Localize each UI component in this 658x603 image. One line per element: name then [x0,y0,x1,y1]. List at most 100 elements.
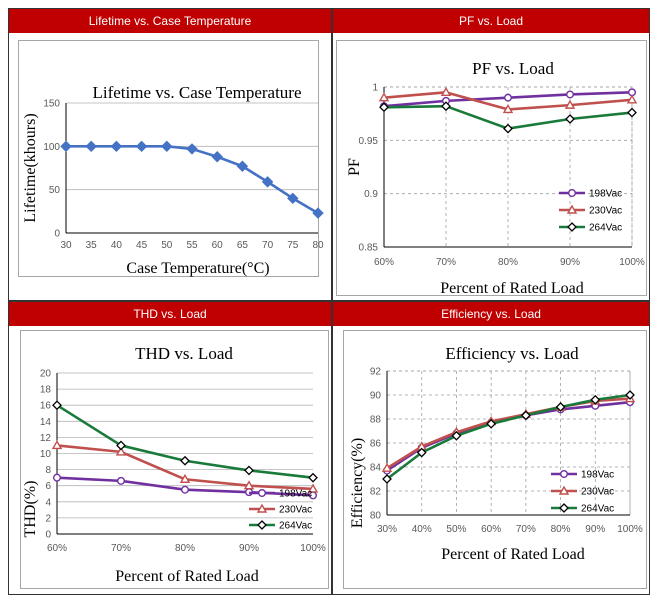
x-tick-label: 75 [287,240,299,251]
data-point [590,394,601,405]
y-tick-label: 90 [370,391,382,402]
header-eff: Efficiency vs. Load [333,302,649,326]
data-point [261,176,274,188]
x-tick-label: 70% [111,543,131,554]
y-tick-label: 0.9 [364,189,378,200]
legend-label: 198Vac [279,489,312,500]
data-point [287,192,299,205]
y-tick-label: 86 [370,439,382,450]
y-tick-label: 0 [45,530,51,541]
data-point [502,103,514,114]
y-tick-label: 6 [45,481,51,492]
data-point [85,140,97,153]
y-tick-label: 12 [40,433,52,444]
legend-marker [567,222,577,232]
data-point [627,107,637,118]
y-tick-label: 0.85 [359,243,379,254]
header-pf: PF vs. Load [333,9,649,33]
data-point [441,101,451,112]
chart-panel-lifetime: Lifetime vs. Case Temperature 0 50 100 150 30… [18,40,324,277]
data-point [135,140,148,153]
legend-marker [257,520,267,530]
y-tick-label: 10 [40,449,52,460]
data-point [626,94,638,104]
header-thd: THD vs. Load [9,302,331,326]
x-tick-label: 30% [377,524,397,535]
data-point [51,440,63,450]
y-tick-label: 50 [49,185,61,196]
y-tick-label: 4 [45,497,51,508]
x-tick-label: 90% [560,257,580,268]
chart-thd: THD vs. Load 0 2 4 6 8 10 12 14 16 18 20 60% 70% 80% 90… [22,344,326,585]
x-tick-label: 100% [300,543,326,554]
x-tick-label: 40 [111,240,123,251]
y-tick-label: 84 [370,463,382,474]
data-point [307,483,319,493]
legend-label: 264Vac [589,223,622,234]
data-point [440,86,452,97]
data-point [236,160,249,172]
data-point [565,90,574,99]
y-tick-label: 150 [43,99,60,110]
legend-label: 230Vac [581,487,614,498]
data-point [379,102,389,113]
y-axis-label: Efficiency(%) [349,438,366,528]
y-tick-label: 14 [40,417,52,428]
data-point [115,446,127,456]
data-point [312,207,324,219]
legend-marker [566,204,578,214]
data-point [53,473,62,482]
data-point [243,480,255,490]
y-axis-label: THD(%) [22,481,39,538]
legend-label: 230Vac [279,505,312,516]
data-point [116,440,126,451]
series-line-lifetime [66,145,319,215]
x-axis-label: Percent of Rated Load [115,568,259,585]
data-point [211,151,223,163]
cell-thd: THD vs. Load THD vs. Load 0 2 4 6 8 10 12 14 16 18… [8,301,332,595]
legend-label: 230Vac [589,206,622,217]
x-tick-label: 60% [481,524,501,535]
chart-title: THD vs. Load [135,344,233,363]
data-point [110,140,123,153]
cell-eff: Efficiency vs. Load Efficiency vs. Load 8… [332,301,650,595]
y-axis-label: PF [346,158,363,176]
x-tick-label: 65 [237,240,249,251]
x-tick-label: 50% [446,524,466,535]
chart-title: Efficiency vs. Load [445,344,579,363]
data-point [308,472,318,483]
data-point [180,455,190,466]
data-point [416,447,427,458]
data-point [186,143,198,155]
y-tick-label: 88 [370,415,382,426]
x-tick-label: 80% [175,543,195,554]
data-point [244,465,254,476]
cell-pf: PF vs. Load PF vs. Load 0.85 0.9 0.95 1 60% 70… [332,8,650,301]
chart-pf: PF vs. Load 0.85 0.9 0.95 1 60% 70% 80% 90% 100% P… [346,59,645,297]
legend-marker [559,503,569,513]
data-point [555,402,566,412]
data-point [116,476,125,485]
data-point [625,390,635,400]
x-tick-label: 100% [619,257,645,268]
legend-marker [558,485,570,495]
data-point [503,123,513,134]
legend-label: 198Vac [581,470,614,481]
legend-marker [559,469,568,478]
x-tick-label: 70% [516,524,536,535]
legend-label: 264Vac [581,504,614,515]
chart-panel-pf: PF vs. Load 0.85 0.9 0.95 1 60% 70% 80% 90% 100% P… [336,40,647,297]
data-point [60,140,72,153]
data-point [486,418,497,429]
x-tick-label: 30 [60,240,72,251]
data-point [381,462,393,472]
data-point [382,474,392,484]
series-line-198vac [386,400,631,472]
y-tick-label: 16 [40,401,52,412]
header-lifetime: Lifetime vs. Case Temperature [9,9,331,33]
x-tick-label: 40% [412,524,432,535]
chart-lifetime: Lifetime vs. Case Temperature 0 50 100 150 30… [22,83,324,277]
x-tick-label: 70 [262,240,274,251]
x-tick-label: 60% [374,257,394,268]
y-tick-label: 0.95 [359,136,379,147]
